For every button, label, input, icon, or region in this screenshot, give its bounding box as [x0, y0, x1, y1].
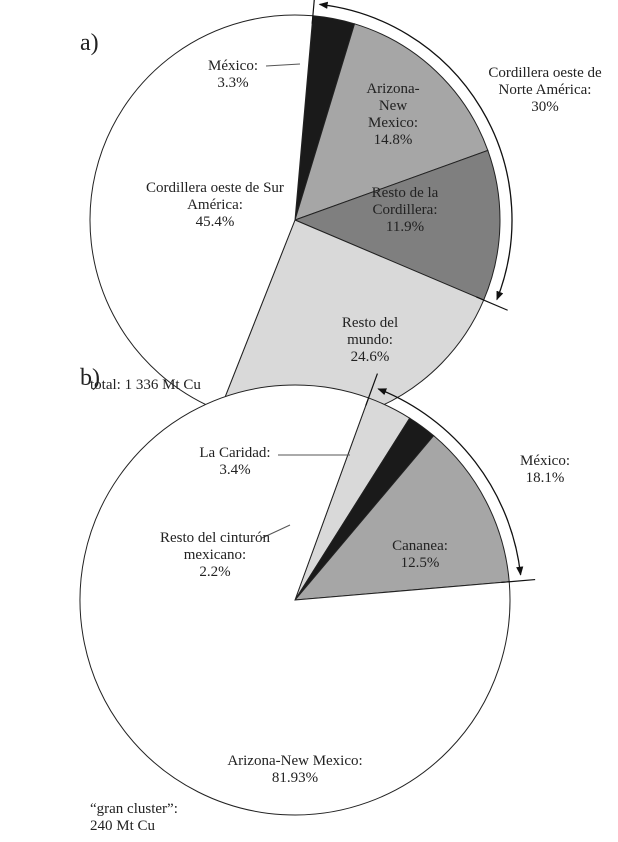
slice-label-line: 3.4%	[219, 462, 251, 478]
slice-label-line: Resto del cinturón mexicano:	[160, 529, 270, 563]
slice-label: Resto de la Cordillera: 11.9%	[360, 165, 450, 255]
leader-line	[265, 63, 301, 67]
slice-label-text: México: 3.3%	[198, 30, 268, 120]
slice-label-text: Resto del mundo: 24.6%	[330, 295, 410, 385]
slice-label-line: 3.3%	[217, 75, 249, 91]
slice-label-line: Resto de la Cordillera:	[371, 184, 439, 218]
group-boundary	[501, 578, 536, 584]
note: “gran cluster”: 240 Mt Cu	[90, 773, 200, 842]
group-label: México: 18.1%	[505, 425, 585, 515]
group-arc	[377, 388, 524, 576]
slice-label-text: Cananea: 12.5%	[380, 510, 460, 600]
slice-label: Arizona-New Mexico: 81.93%	[185, 725, 405, 815]
group-label: Cordillera oeste de Norte América: 30%	[470, 45, 618, 135]
slice-label-line: 11.9%	[385, 218, 425, 235]
slice-label-line: 2.2%	[199, 563, 231, 580]
slice-label-text: Arizona-New Mexico: 81.93%	[185, 725, 405, 815]
note-line: total: 1 336 Mt Cu	[90, 376, 201, 393]
slice-label-line: Cananea:	[392, 538, 448, 554]
slice-label-text: Resto de la Cordillera: 11.9%	[360, 165, 450, 255]
panel-label: b)	[80, 365, 100, 391]
slice-label-text: Arizona-New Mexico: 14.8%	[353, 70, 433, 160]
slice-label-line: 12.5%	[400, 555, 440, 571]
group-arc	[318, 1, 513, 301]
group-boundary	[311, 0, 315, 24]
note: total: 1 336 Mt Cu	[90, 340, 290, 430]
group-label-text: México: 18.1%	[505, 425, 585, 515]
slice-label-text: Resto del cinturón mexicano: 2.2%	[140, 510, 290, 600]
pie-slice	[79, 384, 511, 816]
pie-slice	[89, 14, 314, 412]
slice-label-line: La Caridad:	[199, 445, 271, 461]
slice-label-line: 81.93%	[271, 770, 319, 786]
slice-label-line: México:	[208, 58, 258, 74]
panel-label: a)	[80, 30, 99, 56]
slice-label-line: Cordillera oeste de Sur América:	[146, 179, 284, 213]
slice-label-line: Arizona-New Mexico:	[227, 753, 363, 769]
slice-label: Resto del mundo: 24.6%	[330, 295, 410, 385]
group-label-line: 18.1%	[525, 470, 565, 486]
slice-label: Arizona-New Mexico: 14.8%	[353, 70, 433, 160]
group-boundary	[365, 373, 378, 406]
slice-label-text: La Caridad: 3.4%	[185, 417, 285, 507]
slice-label-line: Arizona-New Mexico:	[366, 81, 420, 131]
group-label-text: Cordillera oeste de Norte América: 30%	[470, 45, 618, 135]
slice-label: Cananea: 12.5%	[380, 510, 460, 600]
note-text: “gran cluster”: 240 Mt Cu	[90, 773, 200, 842]
group-label-line: Cordillera oeste de Norte América:	[488, 64, 602, 98]
slice-label-text: Cordillera oeste de Sur América: 45.4%	[145, 160, 285, 250]
group-label-line: 30%	[531, 98, 559, 115]
slice-label: Resto del cinturón mexicano: 2.2%	[140, 510, 290, 600]
slice-label: La Caridad: 3.4%	[185, 417, 285, 507]
leader-line	[261, 524, 291, 539]
note-line: “gran cluster”: 240 Mt Cu	[90, 801, 178, 834]
slice-label-line: Resto del mundo:	[341, 314, 399, 348]
group-label-line: México:	[520, 453, 570, 469]
note-text: total: 1 336 Mt Cu	[90, 340, 290, 430]
slice-label: Cordillera oeste de Sur América: 45.4%	[145, 160, 285, 250]
slice-label: México: 3.3%	[198, 30, 268, 120]
slice-label-line: 14.8%	[373, 132, 413, 148]
slice-label-line: 45.4%	[195, 213, 235, 230]
slice-label-line: 24.6%	[350, 348, 390, 365]
